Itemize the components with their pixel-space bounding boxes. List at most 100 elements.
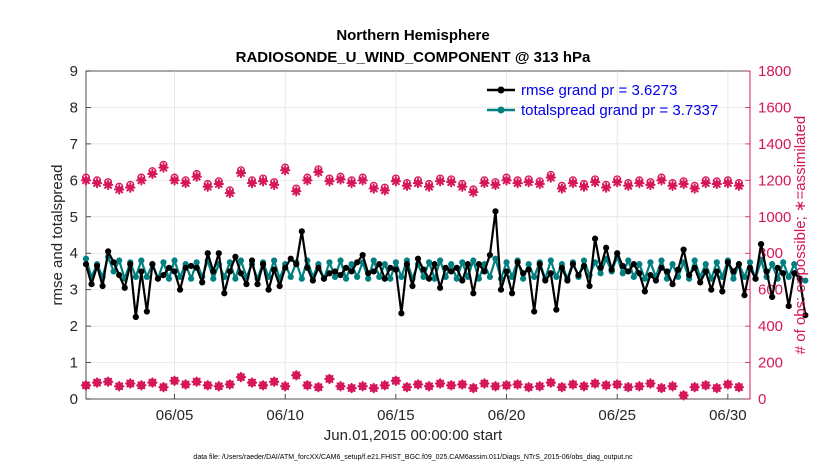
series-point (437, 257, 444, 264)
obs-assimilated-marker (468, 382, 479, 394)
series-point (348, 261, 355, 268)
series-point (647, 259, 654, 266)
series-point (658, 264, 665, 271)
series-point (697, 279, 704, 286)
series-point (486, 273, 494, 281)
obs-assimilated-marker (324, 176, 335, 187)
obs-star-stroke (358, 176, 367, 185)
obs-star-stroke (591, 379, 600, 388)
series-point (381, 275, 388, 282)
series-point (569, 261, 577, 268)
obs-star-stroke (203, 182, 212, 191)
left-tick-label: 8 (70, 99, 78, 116)
obs-star-stroke (369, 184, 378, 193)
obs-star-stroke (425, 182, 434, 191)
obs-star-stroke (391, 376, 400, 385)
obs-assimilated-marker (257, 380, 269, 391)
obs-assimilated-marker (368, 382, 379, 394)
obs-assimilated-marker (700, 380, 711, 391)
obs-star-stroke (347, 179, 356, 188)
obs-assimilated-marker (479, 177, 490, 189)
series-point (459, 277, 466, 284)
series-point (315, 264, 322, 271)
series-point (680, 246, 687, 253)
series-point (304, 264, 311, 271)
series-point (165, 275, 173, 282)
obs-star-stroke (480, 379, 489, 388)
series-point (287, 273, 294, 281)
series-point (769, 293, 776, 301)
series-point (625, 257, 632, 264)
series-point (553, 306, 560, 313)
legend-rmse-label: rmse grand pr = 3.6273 (521, 82, 677, 99)
left-tick-label: 2 (70, 318, 78, 335)
obs-star-stroke (469, 384, 478, 393)
series-point (663, 268, 671, 275)
obs-assimilated-marker (235, 167, 247, 179)
obs-star-stroke (325, 374, 334, 383)
obs-assimilated-marker (545, 172, 556, 183)
series-point (630, 261, 637, 268)
obs-assimilated-marker (567, 177, 579, 189)
data-file-footnote: data file: /Users/raeder/DAI/ATM_forcXX/… (193, 454, 633, 461)
obs-assimilated-marker (600, 380, 612, 391)
obs-assimilated-marker (534, 381, 545, 392)
series-point (774, 264, 781, 271)
obs-star-stroke (557, 184, 566, 193)
obs-star-stroke (248, 179, 256, 188)
obs-assimilated-marker (147, 377, 158, 388)
series-point (320, 275, 328, 282)
obs-star-stroke (148, 169, 157, 178)
series-point (138, 257, 145, 264)
series-point (431, 275, 438, 282)
series-point (531, 308, 538, 315)
obs-star-stroke (270, 180, 279, 189)
series-point (459, 259, 466, 266)
obs-star-stroke (723, 380, 732, 389)
series-point (370, 257, 377, 264)
obs-star-stroke (259, 381, 268, 390)
series-point (492, 208, 499, 215)
series-point (719, 288, 726, 295)
series-point (376, 273, 383, 281)
obs-assimilated-marker (280, 165, 291, 176)
obs-assimilated-marker (711, 382, 722, 394)
series-point (342, 264, 350, 271)
series-point (757, 241, 765, 248)
series-point (603, 244, 610, 251)
obs-assimilated-marker (401, 180, 413, 191)
obs-assimilated-marker (102, 376, 114, 387)
series-point (193, 259, 200, 266)
obs-assimilated-marker (733, 381, 745, 393)
obs-star-stroke (679, 180, 688, 188)
right-tick-label: 1400 (758, 136, 791, 153)
series-point (658, 257, 665, 264)
series-point (171, 257, 178, 264)
series-point (232, 275, 239, 282)
obs-assimilated-marker (457, 379, 468, 390)
chart-title: Northern Hemisphere (336, 27, 489, 44)
obs-assimilated-marker (291, 186, 302, 197)
series-point (116, 257, 123, 264)
right-tick-label: 1600 (758, 99, 791, 116)
obs-assimilated-marker (136, 380, 147, 391)
series-point (669, 261, 676, 268)
series-point (625, 268, 632, 275)
obs-star-stroke (602, 183, 611, 192)
series-point (287, 255, 294, 262)
series-point (348, 268, 355, 275)
series-point (547, 257, 554, 264)
series-point (619, 262, 626, 270)
series-point (531, 273, 538, 281)
series-point (210, 268, 217, 275)
obs-star-stroke (170, 376, 179, 385)
series-point (497, 286, 505, 293)
series-point (188, 275, 195, 282)
obs-star-stroke (336, 175, 345, 184)
x-tick-label: 06/05 (156, 407, 194, 424)
obs-assimilated-marker (368, 183, 379, 194)
obs-star-stroke (414, 179, 422, 188)
series-point (215, 250, 222, 257)
obs-star-stroke (580, 382, 588, 391)
obs-assimilated-marker (468, 186, 479, 198)
